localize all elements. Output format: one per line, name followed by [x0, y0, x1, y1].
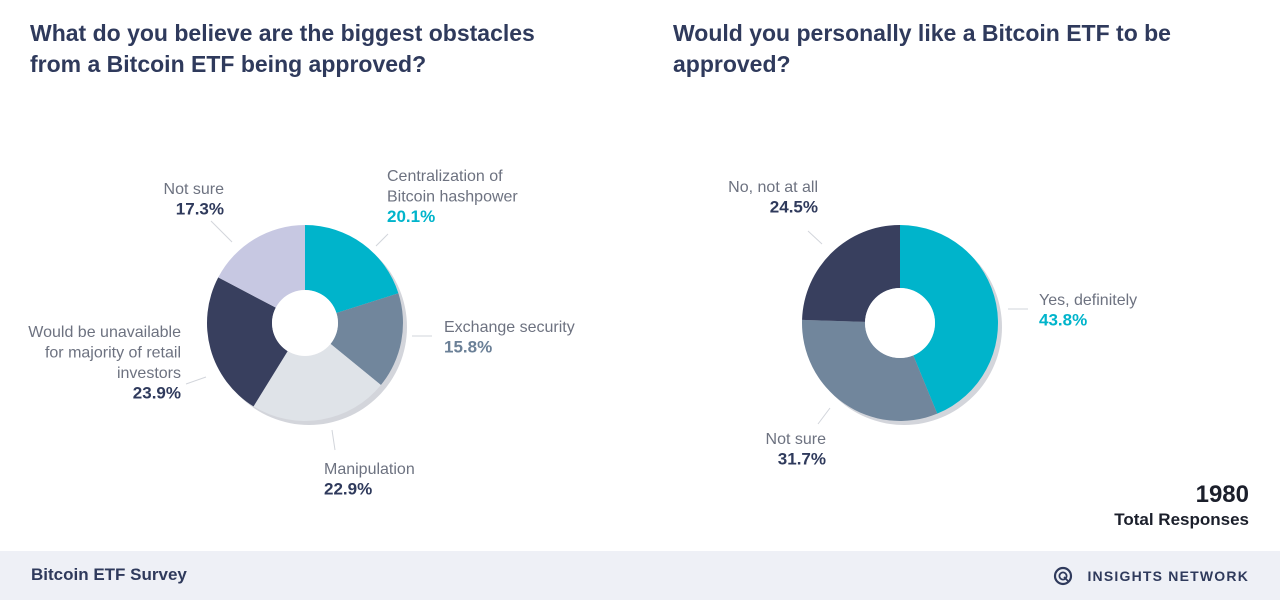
- slice-label-name-line: Not sure: [766, 431, 827, 448]
- leader-line: [210, 220, 233, 243]
- slice-value-label: 43.8%: [1039, 311, 1087, 330]
- leader-line: [185, 376, 207, 385]
- slice-manipulation[interactable]: [253, 343, 381, 421]
- slice-not-sure[interactable]: [801, 319, 938, 421]
- slice-label-centralization-of-bitcoin-hashpower: Centralization of Bitcoin hashpower 20.1%: [387, 168, 518, 226]
- donut-hole: [865, 288, 935, 358]
- slice-value-label: 17.3%: [176, 200, 224, 219]
- slice-label-name-line: investors: [117, 365, 181, 382]
- slice-yes-definitely[interactable]: [900, 225, 998, 414]
- total-responses: 1980 Total Responses: [1114, 481, 1249, 531]
- slice-label-name-line: Centralization of: [387, 168, 503, 185]
- slice-label-no-not-at-all: No, not at all 24.5%: [728, 179, 818, 217]
- slice-label-name-line: Manipulation: [324, 461, 415, 478]
- slice-label-not-sure: Not sure 17.3%: [164, 181, 225, 219]
- slice-would-be-unavailable-for-majority-of-retail-investors[interactable]: [207, 277, 288, 407]
- leader-line: [807, 230, 823, 245]
- footer-brand-name: INSIGHTS NETWORK: [1087, 568, 1249, 584]
- responses-count: 1980: [1195, 481, 1249, 508]
- slice-label-not-sure: Not sure 31.7%: [766, 431, 827, 469]
- footer-brand[interactable]: INSIGHTS NETWORK: [1053, 566, 1249, 586]
- slice-value-label: 22.9%: [324, 480, 372, 499]
- slice-label-name-line: for majority of retail: [45, 345, 181, 362]
- donut-chart-approval: Yes, definitely 43.8% Not sure 31.7% No, not…: [728, 179, 1137, 469]
- slice-value-label: 23.9%: [133, 384, 181, 403]
- slice-value-label: 15.8%: [444, 338, 492, 357]
- slice-label-would-be-unavailable-for-majority-of-retail-investors: Would be unavailable for majority of reta…: [28, 324, 181, 403]
- donut-hole: [272, 290, 338, 356]
- insights-network-logo-icon: [1054, 566, 1073, 586]
- footer-bar: Bitcoin ETF Survey INSIGHTS NETWORK: [0, 551, 1280, 600]
- responses-label: Total Responses: [1114, 510, 1249, 529]
- chart-title-obstacles: What do you believe are the biggest obst…: [30, 20, 535, 77]
- slice-not-sure[interactable]: [218, 225, 305, 308]
- slice-label-exchange-security: Exchange security 15.8%: [444, 319, 575, 357]
- slice-centralization-of-bitcoin-hashpower[interactable]: [305, 225, 399, 313]
- chart-title-approval: Would you personally like a Bitcoin ETF …: [673, 20, 1171, 77]
- slice-label-name-line: Not sure: [164, 181, 225, 198]
- slice-label-name-line: No, not at all: [728, 179, 818, 196]
- leader-line: [817, 407, 831, 425]
- slice-label-yes-definitely: Yes, definitely 43.8%: [1039, 292, 1137, 330]
- slice-label-name-line: Bitcoin hashpower: [387, 189, 518, 206]
- slice-value-label: 31.7%: [778, 450, 826, 469]
- leader-line: [331, 429, 336, 451]
- donut-chart-obstacles: Centralization of Bitcoin hashpower 20.1% E…: [28, 168, 574, 499]
- slice-label-name-line: Yes, definitely: [1039, 292, 1137, 309]
- slice-label-manipulation: Manipulation 22.9%: [324, 461, 415, 499]
- leader-line: [375, 233, 389, 247]
- slice-no-not-at-all[interactable]: [802, 225, 900, 322]
- slice-value-label: 24.5%: [770, 198, 818, 217]
- slice-label-name-line: Would be unavailable: [28, 324, 181, 341]
- slice-value-label: 20.1%: [387, 207, 435, 226]
- slice-exchange-security[interactable]: [330, 293, 403, 385]
- slice-label-name-line: Exchange security: [444, 319, 575, 336]
- footer-survey-title: Bitcoin ETF Survey: [31, 565, 187, 584]
